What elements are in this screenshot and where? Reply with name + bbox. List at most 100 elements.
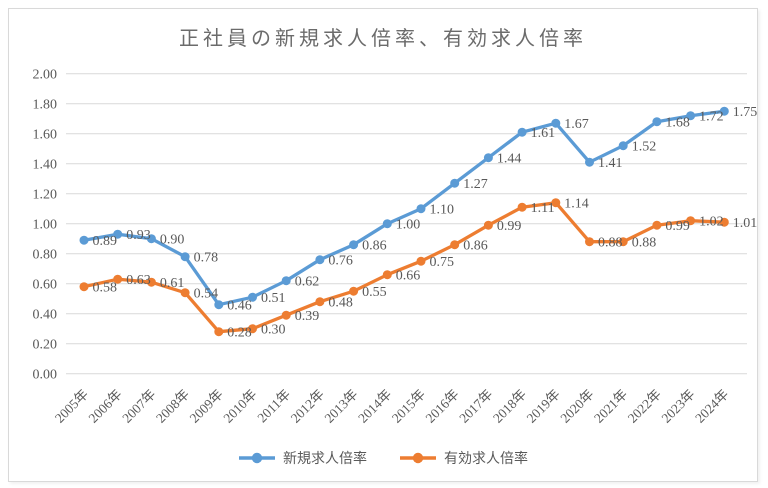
- data-point-marker: [483, 220, 493, 230]
- data-label: 1.68: [665, 116, 690, 131]
- x-axis-tick-label: 2019年: [524, 387, 563, 426]
- data-label: 1.61: [531, 126, 556, 141]
- x-axis-tick-label: 2015年: [389, 387, 428, 426]
- data-label: 0.39: [295, 309, 320, 324]
- x-axis-tick-label: 2013年: [321, 387, 360, 426]
- series-line: [82, 109, 726, 307]
- x-axis-tick-label: 2021年: [591, 387, 630, 426]
- data-point-marker: [551, 198, 561, 208]
- plot-area: 0.00 0.20 0.40 0.60 0.80 1.00 1.20 1.40 1.60 1.80…: [33, 68, 758, 426]
- y-axis-tick-label: 2.00: [33, 68, 58, 83]
- data-point-marker: [585, 237, 594, 247]
- data-label: 0.61: [160, 276, 185, 291]
- data-label: 1.02: [699, 215, 724, 230]
- data-label: 0.86: [362, 239, 387, 254]
- data-label: 0.75: [430, 255, 455, 270]
- data-label: 0.48: [328, 296, 353, 311]
- series-0-data-labels: 0.89 0.93 0.90 0.78 0.46 0.51 0.62 0.76 0.86 1.00…: [93, 105, 758, 314]
- x-axis-tick-label: 2024年: [692, 387, 731, 426]
- data-label: 0.93: [126, 228, 151, 243]
- data-label: 1.11: [531, 201, 555, 216]
- data-point-marker: [483, 153, 493, 163]
- data-label: 1.41: [598, 156, 623, 171]
- data-label: 1.72: [699, 110, 724, 125]
- data-point-marker: [686, 111, 696, 121]
- data-point-marker: [382, 270, 392, 280]
- data-label: 0.46: [227, 299, 252, 314]
- data-label: 1.00: [396, 218, 421, 233]
- chart-frame: 正社員の新規求人倍率、有効求人倍率 0.00 0.20 0.40 0.60 0.80 1.…: [8, 8, 758, 482]
- data-label: 0.99: [497, 219, 522, 234]
- legend-item-effective-openings-ratio: 有効求人倍率: [399, 448, 528, 468]
- data-point-marker: [416, 204, 426, 214]
- data-point-marker: [180, 252, 190, 262]
- y-axis-tick-label: 1.80: [33, 98, 58, 113]
- data-label: 0.89: [93, 234, 118, 249]
- y-axis-tick-label: 1.20: [33, 188, 58, 203]
- data-label: 0.62: [295, 275, 320, 290]
- data-point-marker: [113, 274, 123, 284]
- data-label: 0.66: [396, 269, 421, 284]
- x-axis-tick-label: 2010年: [220, 387, 259, 426]
- data-point-marker: [349, 286, 359, 296]
- data-label: 1.10: [430, 203, 455, 218]
- x-axis-tick-label: 2016年: [423, 387, 462, 426]
- data-point-marker: [618, 237, 628, 247]
- data-point-marker: [248, 324, 257, 334]
- data-label: 0.99: [665, 219, 690, 234]
- data-point-marker: [382, 219, 392, 229]
- y-axis-tick-labels: 0.00 0.20 0.40 0.60 0.80 1.00 1.20 1.40 1.60 1.80…: [33, 68, 58, 383]
- data-point-marker: [652, 220, 662, 230]
- data-label: 0.78: [194, 251, 219, 266]
- legend-line-marker-blue-icon: [239, 452, 275, 464]
- data-label: 0.76: [328, 254, 353, 269]
- data-point-marker: [214, 300, 224, 310]
- y-axis-tick-label: 1.60: [33, 128, 58, 143]
- series-line: [82, 201, 726, 334]
- data-label: 1.52: [632, 140, 657, 155]
- data-point-marker: [618, 141, 628, 151]
- y-axis-tick-label: 0.60: [33, 278, 58, 293]
- x-axis-tick-label: 2023年: [658, 387, 697, 426]
- x-axis-tick-label: 2005年: [52, 387, 91, 426]
- x-axis-tick-label: 2017年: [456, 387, 495, 426]
- chart-title: 正社員の新規求人倍率、有効求人倍率: [179, 28, 587, 50]
- x-axis-tick-label: 2018年: [490, 387, 529, 426]
- data-label: 0.90: [160, 233, 185, 248]
- series-1-effective-openings: [79, 198, 729, 337]
- data-label: 0.55: [362, 285, 387, 300]
- data-point-marker: [113, 229, 123, 239]
- data-point-marker: [450, 178, 460, 188]
- data-point-marker: [719, 217, 729, 227]
- data-point-marker: [214, 327, 224, 337]
- data-point-marker: [517, 202, 527, 212]
- data-point-marker: [79, 282, 89, 292]
- x-axis-tick-label: 2006年: [86, 387, 125, 426]
- y-axis-tick-label: 0.20: [33, 338, 58, 353]
- legend-line-marker-orange-icon: [400, 452, 436, 464]
- data-point-marker: [146, 234, 156, 244]
- data-point-marker: [585, 157, 594, 167]
- data-label: 0.63: [126, 273, 151, 288]
- data-point-marker: [79, 235, 89, 245]
- data-label: 0.28: [227, 326, 252, 341]
- x-axis-tick-label: 2020年: [557, 387, 596, 426]
- x-axis-tick-label: 2009年: [187, 387, 226, 426]
- data-label: 0.54: [194, 287, 219, 302]
- y-axis-tick-label: 1.40: [33, 158, 58, 173]
- data-point-marker: [248, 292, 257, 302]
- data-point-marker: [349, 240, 359, 250]
- data-point-marker: [450, 240, 460, 250]
- gridlines: [66, 73, 747, 375]
- data-label: 1.14: [564, 197, 589, 212]
- x-axis-tick-label: 2022年: [625, 387, 664, 426]
- data-point-marker: [551, 118, 561, 128]
- legend-item-new-openings-ratio: 新規求人倍率: [238, 448, 367, 468]
- data-point-marker: [416, 256, 426, 266]
- series-0-new-openings: [79, 106, 729, 310]
- data-point-marker: [686, 216, 696, 226]
- data-label: 1.67: [564, 117, 589, 132]
- y-axis-tick-label: 0.00: [33, 368, 58, 383]
- data-label: 1.75: [733, 105, 758, 120]
- data-label: 1.01: [733, 216, 758, 231]
